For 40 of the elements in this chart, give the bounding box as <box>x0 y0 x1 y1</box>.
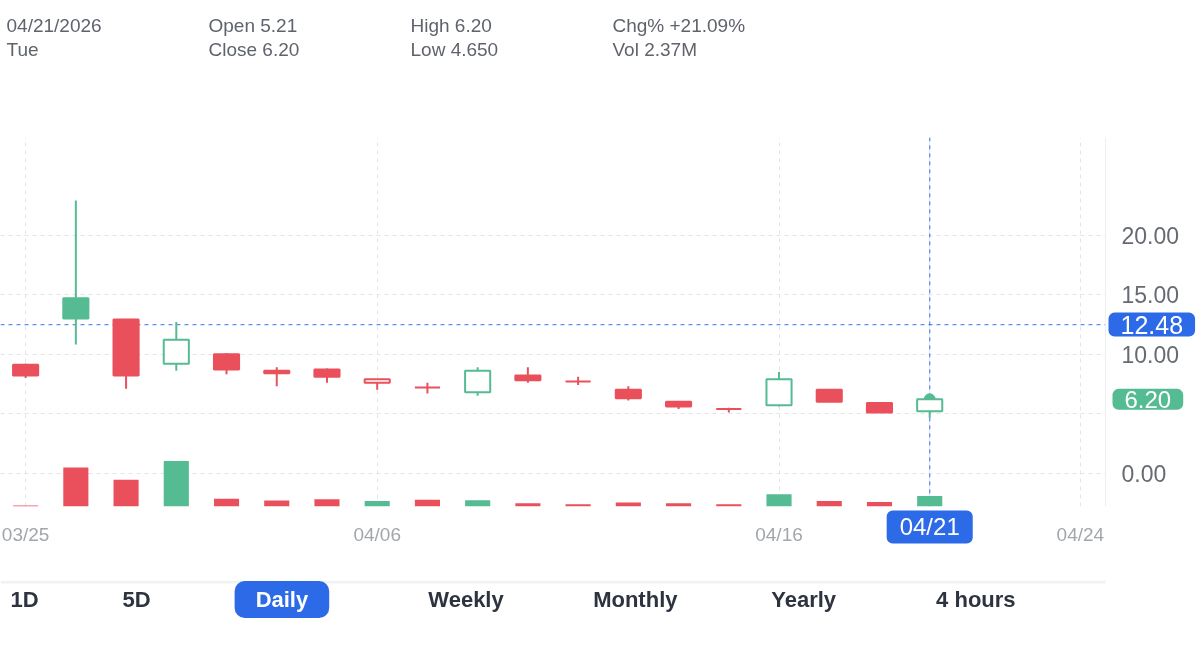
text: Monthly <box>593 587 679 612</box>
bar <box>766 494 792 507</box>
bar <box>465 500 491 507</box>
text: 6.20 <box>1124 385 1172 413</box>
text: Chg% +21.09% <box>612 15 746 36</box>
candlestick <box>263 366 291 388</box>
text: 5D <box>122 587 151 612</box>
x-tick-label: 04/16 <box>755 523 803 545</box>
bar <box>816 501 842 507</box>
bar <box>666 503 692 507</box>
bar <box>917 496 943 507</box>
bar <box>63 467 89 507</box>
text: 1D <box>10 587 39 612</box>
bar <box>213 498 240 507</box>
bar <box>314 499 340 507</box>
bar <box>163 461 189 507</box>
text: Yearly <box>771 587 837 612</box>
text: 4 hours <box>936 587 1016 612</box>
text: Close 6.20 <box>208 39 300 60</box>
x-tick-label: 04/06 <box>353 523 401 545</box>
y-tick-label: 10.00 <box>1121 341 1180 368</box>
ref-line-label: 12.48 <box>1120 310 1184 339</box>
x-tick-label: 03/25 <box>1 523 50 545</box>
text: Open 5.21 <box>208 15 298 36</box>
text: High 6.20 <box>410 15 492 36</box>
text: Daily <box>255 587 309 612</box>
bar <box>364 501 390 507</box>
bar <box>515 503 541 507</box>
text: Low 4.650 <box>410 39 499 60</box>
y-tick-label: 0.00 <box>1121 460 1167 487</box>
text: Vol 2.37M <box>612 39 697 60</box>
bar <box>113 479 139 507</box>
x-tick-label: 04/21 <box>899 513 960 541</box>
text: Weekly <box>428 587 505 612</box>
text: 04/21/2026 <box>6 15 102 36</box>
y-tick-label: 20.00 <box>1121 222 1180 249</box>
bar <box>615 502 641 507</box>
y-tick-label: 15.00 <box>1121 282 1180 309</box>
text: Tue <box>6 39 39 60</box>
x-tick-label: 04/24 <box>1056 523 1105 545</box>
